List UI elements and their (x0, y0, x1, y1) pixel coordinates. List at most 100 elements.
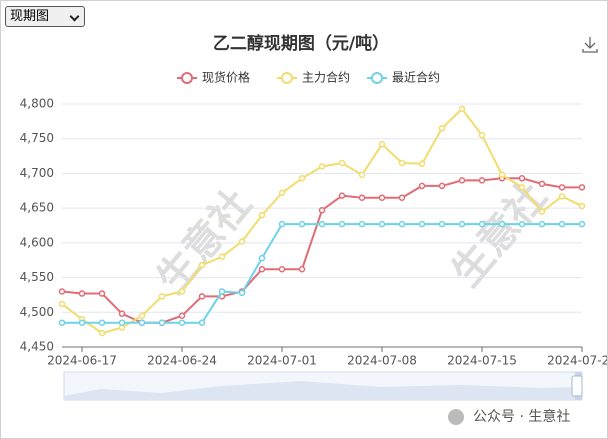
footer: 公众号 · 生意社 (473, 408, 570, 425)
point (98, 319, 106, 326)
point (138, 319, 146, 326)
point (318, 206, 326, 214)
point (358, 194, 366, 201)
point (458, 177, 466, 184)
point (458, 220, 466, 228)
point (558, 193, 566, 200)
point (438, 182, 446, 190)
point (178, 319, 186, 326)
point (158, 293, 166, 300)
point (278, 220, 286, 228)
point (498, 171, 506, 179)
point (358, 220, 366, 228)
point (238, 238, 246, 245)
point (478, 220, 486, 228)
point (58, 300, 66, 308)
point (338, 220, 346, 228)
point (258, 254, 266, 262)
point (398, 194, 406, 201)
point (518, 184, 526, 191)
point (218, 288, 226, 295)
point (78, 319, 86, 326)
x-tick-label: 2024-06-17 (47, 354, 117, 368)
point (198, 261, 206, 269)
point (258, 265, 266, 273)
point (578, 220, 586, 228)
point (398, 220, 406, 228)
point (578, 184, 586, 191)
zoom-slider[interactable] (63, 371, 583, 401)
legend-label: 最近合约 (392, 70, 440, 85)
point (278, 189, 286, 197)
point (478, 131, 486, 139)
point (398, 159, 406, 167)
y-tick-label: 4,600 (20, 235, 54, 249)
legend-marker (281, 72, 293, 84)
point (318, 220, 326, 228)
x-tick-label: 2024-06-24 (147, 354, 217, 368)
point (418, 220, 426, 228)
point (298, 265, 306, 273)
y-tick-label: 4,500 (20, 305, 54, 319)
point (358, 171, 366, 179)
point (518, 175, 526, 182)
point (458, 105, 466, 113)
point (558, 220, 566, 228)
point (198, 319, 206, 326)
point (378, 220, 386, 228)
point (478, 177, 486, 184)
legend-label: 主力合约 (302, 70, 350, 85)
y-tick-label: 4,650 (20, 201, 54, 215)
point (118, 310, 126, 317)
y-tick-label: 4,700 (20, 166, 54, 180)
legend-label: 现货价格 (202, 70, 250, 85)
point (438, 220, 446, 228)
point (98, 290, 106, 297)
download-icon[interactable] (582, 37, 598, 53)
point (298, 220, 306, 228)
legend-marker (181, 72, 193, 84)
x-tick-label: 2024-07-01 (247, 354, 317, 368)
point (538, 208, 546, 215)
legend-marker (371, 72, 383, 84)
point (218, 253, 226, 260)
point (438, 125, 446, 132)
point (538, 220, 546, 228)
point (318, 163, 326, 170)
y-tick-label: 4,750 (20, 131, 54, 145)
x-tick-label: 2024-07-08 (347, 354, 417, 368)
point (418, 160, 426, 167)
y-tick-label: 4,450 (20, 340, 54, 354)
point (118, 319, 126, 326)
y-tick-label: 4,800 (20, 97, 54, 111)
point (418, 182, 426, 190)
point (238, 289, 246, 297)
point (338, 192, 346, 199)
point (58, 319, 66, 326)
point (198, 293, 206, 300)
point (178, 312, 186, 320)
point (258, 211, 266, 219)
x-tick-label: 2024-07-22 (547, 354, 607, 368)
point (98, 329, 106, 337)
point (158, 319, 166, 326)
point (498, 220, 506, 228)
point (338, 159, 346, 167)
x-tick-label: 2024-07-15 (447, 354, 517, 368)
point (58, 288, 66, 295)
point (578, 202, 586, 210)
chart-selector[interactable]: 现期图 (5, 6, 85, 27)
point (78, 290, 86, 297)
y-tick-label: 4,550 (20, 270, 54, 284)
point (278, 265, 286, 273)
point (378, 194, 386, 201)
point (178, 288, 186, 295)
wechat-icon (448, 409, 464, 425)
point (538, 180, 546, 188)
point (298, 175, 306, 182)
point (378, 141, 386, 148)
point (138, 312, 146, 320)
point (518, 220, 526, 228)
